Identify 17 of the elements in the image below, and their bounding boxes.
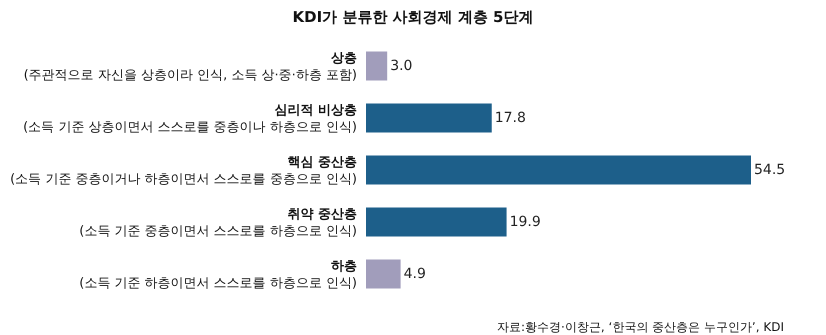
data-label: 54.5 <box>754 162 786 178</box>
y-tick-label: 하층 (소득 기준 하층이면서 스스로를 하층으로 인식) <box>79 259 357 291</box>
y-tick-label: 핵심 중산층 (소득 기준 중층이거나 하층이면서 스스로를 중층으로 인식) <box>10 155 357 187</box>
bar <box>366 259 401 289</box>
y-tick-label: 심리적 비상층 (소득 기준 상층이면서 스스로를 중층이나 하층으로 인식) <box>23 103 357 135</box>
data-label: 3.0 <box>390 58 412 74</box>
data-label: 17.8 <box>494 110 526 126</box>
text: 자료:황수경·이창근, ‘한국의 중산층은 누구인가’, KDI <box>497 320 784 334</box>
y-tick-label: 상층 (주관적으로 자신을 상층이라 인식, 소득 상·중·하층 포함) <box>24 51 357 83</box>
bar <box>366 51 388 81</box>
data-label: 4.9 <box>404 266 426 282</box>
chart-title: KDI가 분류한 사회경제 계층 5단계 <box>292 8 534 26</box>
y-tick-label: 취약 중산층 (소득 기준 중층이면서 스스로를 하층으로 인식) <box>79 207 357 239</box>
data-label: 19.9 <box>510 214 541 230</box>
bar <box>366 155 751 185</box>
bar <box>366 103 492 133</box>
bar <box>366 207 507 237</box>
